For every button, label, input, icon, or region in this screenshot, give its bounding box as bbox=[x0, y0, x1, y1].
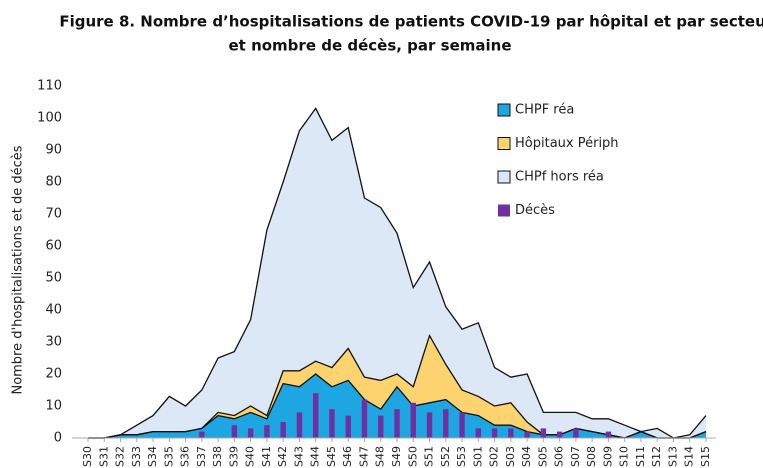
y-tick-label: 80 bbox=[45, 175, 62, 190]
legend-label: Hôpitaux Périph bbox=[515, 136, 619, 151]
x-tick-label: S51 bbox=[423, 446, 436, 467]
x-tick-label: S39 bbox=[227, 446, 240, 467]
bar bbox=[247, 428, 254, 438]
x-tick-label: S35 bbox=[162, 446, 175, 467]
bar bbox=[605, 431, 612, 438]
legend-swatch bbox=[497, 170, 511, 184]
bar bbox=[524, 431, 530, 438]
y-tick-label: 0 bbox=[54, 431, 62, 446]
x-tick-label: S10 bbox=[618, 446, 631, 467]
x-tick-label: S40 bbox=[244, 446, 257, 467]
x-tick-label: S31 bbox=[97, 446, 110, 467]
x-tick-label: S44 bbox=[309, 446, 322, 467]
bar bbox=[540, 428, 547, 438]
legend-swatch bbox=[497, 103, 511, 117]
legend-swatch bbox=[497, 137, 511, 150]
x-tick-label: S43 bbox=[292, 446, 305, 467]
x-tick-label: S32 bbox=[114, 446, 127, 467]
chart-title: et nombre de décès, par semaine bbox=[229, 37, 512, 55]
area bbox=[88, 374, 706, 438]
legend-label: CHPf hors réa bbox=[515, 170, 604, 185]
bar bbox=[475, 428, 482, 438]
x-tick-label: S41 bbox=[260, 446, 273, 467]
y-tick-label: 40 bbox=[45, 303, 62, 318]
y-axis-label: Nombre d'hospitalisations et de décès bbox=[11, 145, 26, 394]
x-tick-label: S53 bbox=[455, 446, 468, 467]
bar bbox=[199, 431, 205, 438]
x-tick-label: S38 bbox=[211, 446, 224, 467]
x-tick-label: S30 bbox=[81, 446, 94, 467]
y-tick-label: 90 bbox=[45, 143, 62, 158]
x-tick-label: S37 bbox=[195, 446, 208, 467]
x-tick-label: S08 bbox=[585, 446, 598, 467]
bar bbox=[361, 399, 368, 438]
x-tick-label: S45 bbox=[325, 446, 338, 467]
y-tick-label: 10 bbox=[45, 399, 62, 414]
y-tick-label: 20 bbox=[45, 367, 62, 382]
legend-label: CHPF réa bbox=[515, 103, 574, 118]
x-tick-label: S50 bbox=[406, 446, 419, 467]
x-tick-label: S15 bbox=[699, 446, 712, 467]
x-tick-label: S03 bbox=[504, 446, 517, 467]
bar bbox=[296, 412, 303, 438]
y-tick-label: 70 bbox=[45, 207, 62, 222]
x-tick-label: S48 bbox=[374, 446, 387, 467]
x-tick-label: S04 bbox=[520, 446, 533, 467]
bar bbox=[312, 393, 319, 438]
x-tick-label: S36 bbox=[179, 446, 192, 467]
legend-swatch bbox=[498, 204, 510, 217]
bar bbox=[459, 412, 465, 438]
bar bbox=[264, 425, 270, 438]
legend-label: Décès bbox=[515, 203, 555, 218]
bar bbox=[231, 425, 238, 438]
area-edge bbox=[88, 333, 707, 439]
bar bbox=[443, 409, 449, 438]
y-tick-label: 60 bbox=[45, 239, 62, 254]
x-tick-label: S11 bbox=[634, 446, 647, 467]
area bbox=[88, 108, 706, 439]
chart-title: Figure 8. Nombre d’hospitalisations de p… bbox=[59, 13, 763, 31]
y-tick-label: 110 bbox=[37, 79, 62, 94]
x-tick-label: S01 bbox=[471, 446, 484, 467]
x-tick-label: S49 bbox=[390, 446, 403, 467]
y-tick-label: 100 bbox=[37, 111, 62, 126]
x-tick-label: S05 bbox=[536, 446, 549, 467]
x-tick-label: S06 bbox=[553, 446, 566, 467]
x-tick-label: S33 bbox=[130, 446, 143, 467]
x-tick-label: S12 bbox=[650, 446, 663, 467]
x-tick-label: S46 bbox=[341, 446, 354, 467]
bar bbox=[556, 431, 563, 438]
bar bbox=[573, 428, 579, 438]
bar bbox=[378, 415, 384, 438]
x-tick-label: S42 bbox=[276, 446, 289, 467]
x-tick-label: S34 bbox=[146, 446, 159, 467]
x-tick-label: S47 bbox=[357, 446, 370, 467]
area-edge bbox=[88, 107, 707, 439]
x-tick-label: S13 bbox=[666, 446, 679, 467]
bar bbox=[508, 428, 514, 438]
y-tick-label: 50 bbox=[45, 271, 62, 286]
bar bbox=[394, 409, 400, 438]
x-tick-label: S09 bbox=[601, 446, 614, 467]
bar bbox=[329, 409, 335, 438]
bar bbox=[426, 412, 433, 438]
x-tick-label: S07 bbox=[569, 446, 582, 467]
bar bbox=[345, 415, 351, 438]
x-tick-label: S52 bbox=[439, 446, 452, 467]
bar bbox=[280, 422, 286, 438]
x-tick-label: S14 bbox=[683, 446, 696, 467]
bar bbox=[491, 428, 498, 438]
y-tick-label: 30 bbox=[45, 335, 62, 350]
bar bbox=[410, 402, 416, 438]
x-tick-label: S02 bbox=[488, 446, 501, 467]
